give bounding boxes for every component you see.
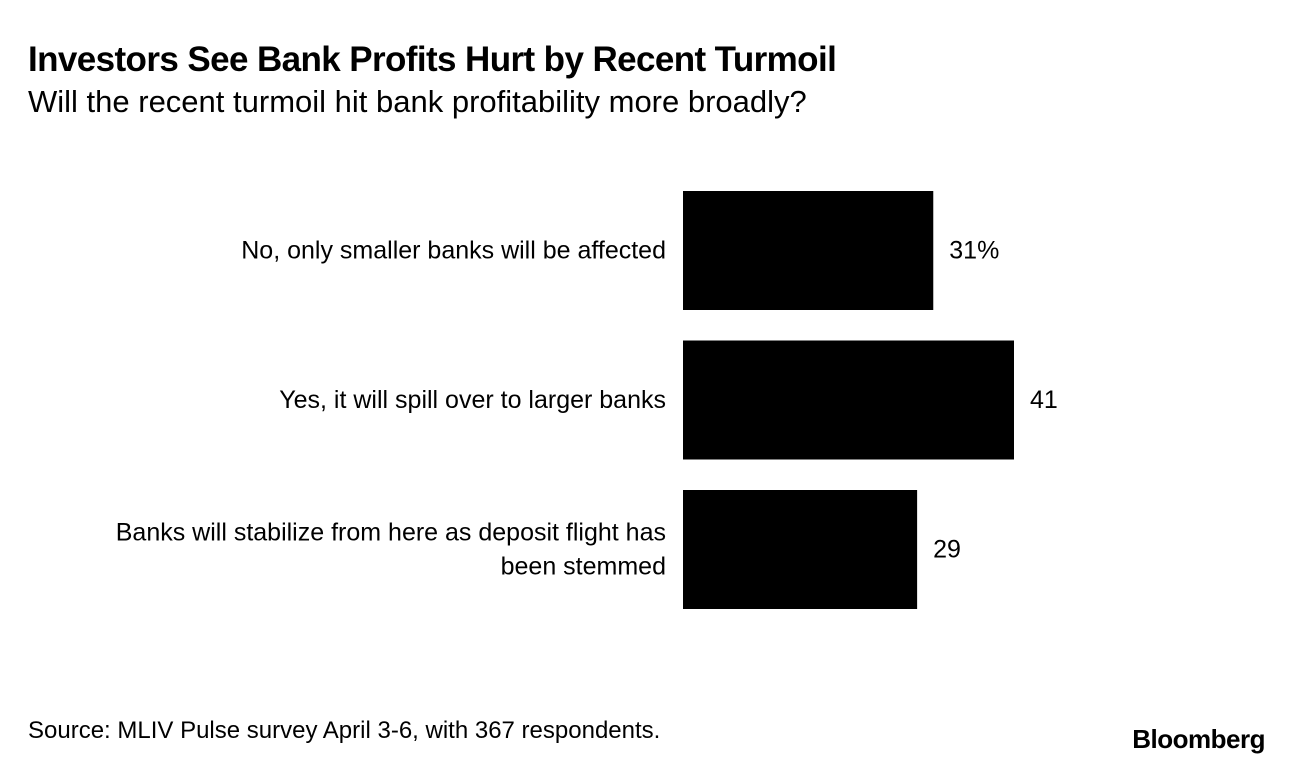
bar-1	[683, 340, 1014, 460]
category-label-0: No, only smaller banks will be affected	[241, 237, 666, 265]
bar-2	[683, 490, 918, 609]
value-label-1: 41	[1030, 386, 1058, 414]
value-label-2: 29	[933, 536, 961, 564]
category-label-2: Banks will stabilize from here as deposi…	[116, 519, 666, 581]
value-label-0: 31%	[949, 237, 999, 265]
chart-subtitle: Will the recent turmoil hit bank profita…	[28, 84, 807, 119]
source-note: Source: MLIV Pulse survey April 3-6, wit…	[28, 717, 661, 744]
bloomberg-logo: Bloomberg	[1132, 724, 1265, 754]
bar-0	[683, 191, 934, 310]
category-label-1: Yes, it will spill over to larger banks	[279, 386, 666, 414]
chart-title: Investors See Bank Profits Hurt by Recen…	[28, 40, 837, 79]
